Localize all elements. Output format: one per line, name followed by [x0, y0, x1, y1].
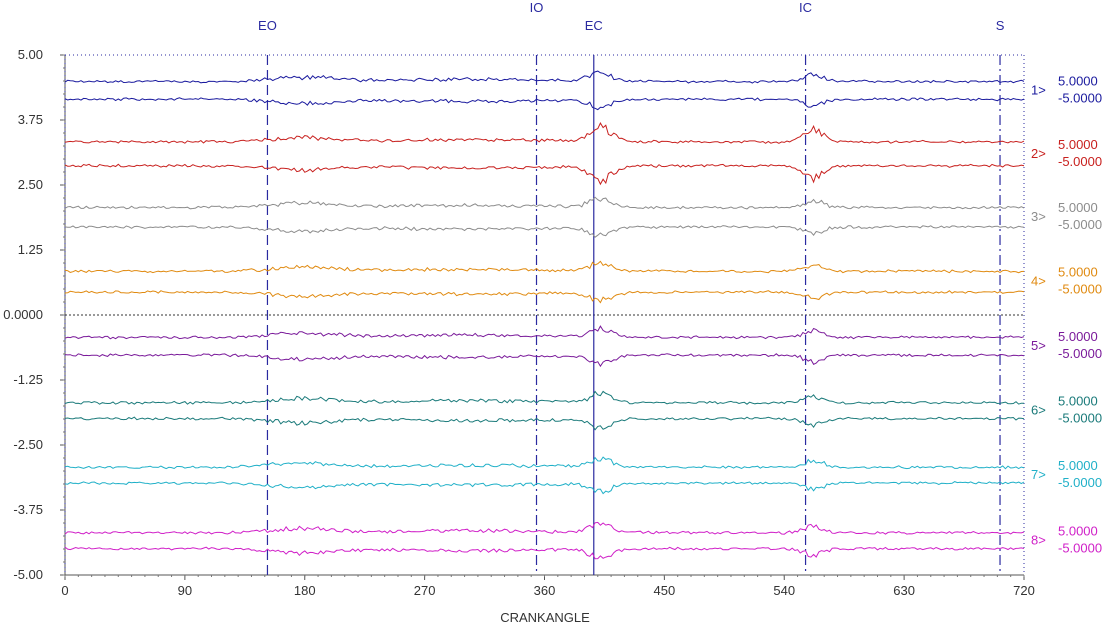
trace-5-upper — [64, 325, 1025, 340]
channel-3-min: -5.0000 — [1058, 217, 1102, 232]
event-label-ic: IC — [799, 0, 812, 15]
x-tick-label: 90 — [178, 583, 192, 598]
y-tick-label: -2.50 — [13, 437, 43, 452]
trace-6-upper — [64, 390, 1024, 405]
channel-2-name: 2> — [1031, 146, 1046, 161]
traces — [64, 70, 1025, 560]
x-tick-label: 270 — [414, 583, 436, 598]
channel-8-max: 5.0000 — [1058, 524, 1098, 539]
channel-1-min: -5.0000 — [1058, 90, 1102, 105]
channel-6-max: 5.0000 — [1058, 394, 1098, 409]
event-label-io: IO — [530, 0, 544, 15]
x-axis-label: CRANKANGLE — [500, 610, 590, 625]
channel-2-min: -5.0000 — [1058, 154, 1102, 169]
y-tick-label: -1.25 — [13, 372, 43, 387]
y-tick-label: 3.75 — [18, 112, 43, 127]
trace-1-lower — [64, 97, 1025, 111]
event-markers: EO IO EC IC S — [258, 0, 1005, 575]
channel-1-max: 5.0000 — [1058, 73, 1098, 88]
axes: 5.00 3.75 2.50 1.25 0.0000 -1.25 -2.50 -3.75 -5.… — [3, 47, 1035, 598]
trace-4-upper — [64, 260, 1025, 274]
y-tick-label: 1.25 — [18, 242, 43, 257]
x-tick-label: 630 — [893, 583, 915, 598]
event-label-s: S — [996, 18, 1005, 33]
channel-labels: 1> 5.0000 -5.0000 2> 5.0000 -5.0000 3> 5.0000 -5… — [1031, 73, 1102, 555]
y-tick-label: 2.50 — [18, 177, 43, 192]
event-label-ec: EC — [585, 18, 603, 33]
trace-8-upper — [64, 521, 1025, 535]
x-tick-label: 0 — [61, 583, 68, 598]
trace-5-lower — [64, 353, 1025, 368]
y-tick-label: -5.00 — [13, 567, 43, 582]
channel-4-name: 4> — [1031, 274, 1046, 289]
y-tick-label: 0.0000 — [3, 307, 43, 322]
channel-6-min: -5.0000 — [1058, 411, 1102, 426]
channel-4-max: 5.0000 — [1058, 265, 1098, 280]
channel-6-name: 6> — [1031, 403, 1046, 418]
channel-7-name: 7> — [1031, 467, 1046, 482]
trace-2-lower — [64, 163, 1025, 186]
trace-3-upper — [64, 196, 1025, 210]
channel-4-min: -5.0000 — [1058, 282, 1102, 297]
x-tick-label: 360 — [534, 583, 556, 598]
trace-4-lower — [64, 290, 1025, 304]
trace-7-lower — [64, 481, 1025, 495]
channel-5-max: 5.0000 — [1058, 329, 1098, 344]
channel-1-name: 1> — [1031, 82, 1046, 97]
y-tick-label: -3.75 — [13, 502, 43, 517]
trace-6-lower — [64, 416, 1025, 431]
channel-5-name: 5> — [1031, 338, 1046, 353]
channel-5-min: -5.0000 — [1058, 346, 1102, 361]
channel-2-max: 5.0000 — [1058, 137, 1098, 152]
trace-3-lower — [64, 225, 1025, 238]
x-tick-label: 450 — [654, 583, 676, 598]
channel-7-max: 5.0000 — [1058, 458, 1098, 473]
trace-7-upper — [64, 456, 1025, 470]
x-tick-label: 720 — [1013, 583, 1035, 598]
x-tick-label: 180 — [294, 583, 316, 598]
event-label-eo: EO — [258, 18, 277, 33]
trace-8-lower — [64, 546, 1025, 560]
channel-3-max: 5.0000 — [1058, 200, 1098, 215]
channel-3-name: 3> — [1031, 209, 1046, 224]
trace-1-upper — [64, 70, 1025, 84]
x-tick-label: 540 — [773, 583, 795, 598]
trace-2-upper — [64, 122, 1025, 144]
channel-7-min: -5.0000 — [1058, 475, 1102, 490]
y-tick-label: 5.00 — [18, 47, 43, 62]
channel-8-name: 8> — [1031, 533, 1046, 548]
channel-8-min: -5.0000 — [1058, 541, 1102, 556]
